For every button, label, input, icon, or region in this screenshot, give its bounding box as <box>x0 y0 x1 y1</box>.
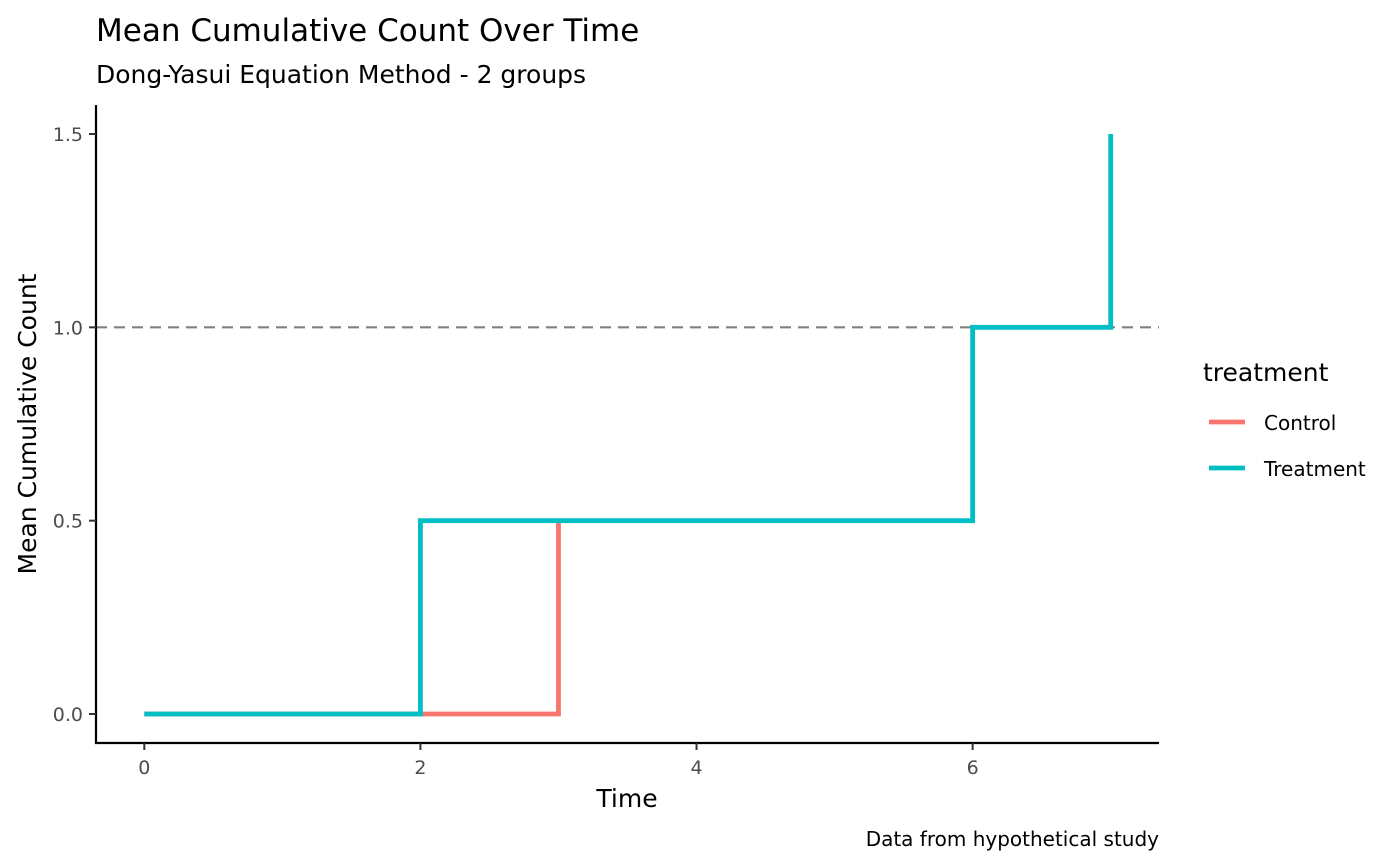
legend-title: treatment <box>1203 358 1329 387</box>
x-tick-label: 0 <box>138 757 150 779</box>
x-tick-label: 2 <box>414 757 426 779</box>
y-tick-label: 1.5 <box>53 124 83 146</box>
chart-caption: Data from hypothetical study <box>866 827 1159 851</box>
axes: 0 2 4 6 0.0 0.5 1.0 1.5 <box>53 105 1159 779</box>
series-line-control <box>144 520 561 717</box>
x-tick-label: 4 <box>690 757 702 779</box>
y-tick-label: 0.5 <box>53 511 83 533</box>
chart-title: Mean Cumulative Count Over Time <box>96 13 639 49</box>
chart-subtitle: Dong-Yasui Equation Method - 2 groups <box>96 60 586 89</box>
y-tick-label: 1.0 <box>53 317 83 339</box>
series-line-treatment <box>144 134 1114 717</box>
legend-label-control: Control <box>1264 411 1336 435</box>
plot-area <box>96 134 1159 717</box>
x-axis-title: Time <box>595 784 657 813</box>
legend-label-treatment: Treatment <box>1263 457 1366 481</box>
x-tick-label: 6 <box>967 757 979 779</box>
y-axis-title: Mean Cumulative Count <box>13 273 42 574</box>
legend: treatment Control Treatment <box>1203 358 1366 481</box>
y-tick-label: 0.0 <box>53 704 83 726</box>
